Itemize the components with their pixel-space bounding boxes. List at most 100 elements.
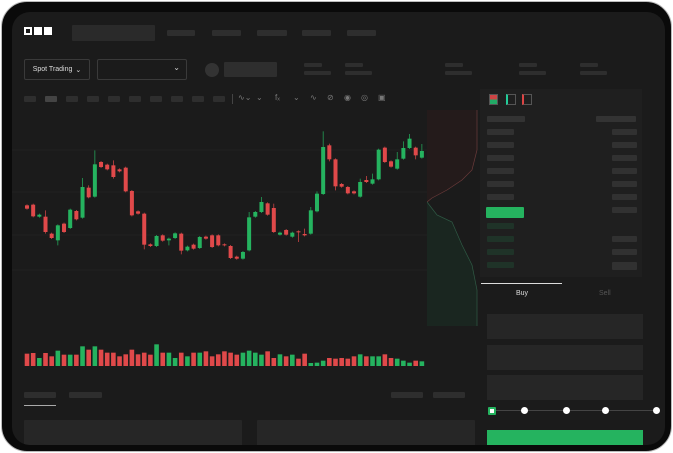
tab-sell[interactable]: Sell	[599, 290, 611, 297]
fullscreen-icon[interactable]: ▣	[378, 93, 386, 102]
volume-bar	[351, 356, 357, 366]
candle-body	[80, 187, 85, 218]
nav-item[interactable]	[302, 30, 331, 36]
volume-bar	[345, 358, 351, 366]
nav-item[interactable]	[347, 30, 376, 36]
line-tool-icon[interactable]: ∿	[310, 93, 317, 102]
search-bar[interactable]	[72, 25, 155, 41]
volume-bar	[135, 354, 141, 366]
buy-button[interactable]	[487, 430, 643, 445]
bid-amount	[612, 236, 637, 242]
slider-handle[interactable]	[488, 407, 496, 415]
orderbook-both-icon[interactable]	[489, 94, 498, 105]
timeframe-button[interactable]	[171, 96, 183, 102]
chevron-down-icon: ⌄	[173, 63, 180, 72]
stat-label	[519, 63, 537, 67]
tab-order-history[interactable]	[69, 392, 102, 398]
timeframe-button[interactable]	[192, 96, 204, 102]
candle-body	[290, 232, 295, 237]
candle-body	[142, 213, 147, 245]
bid-amount	[612, 264, 637, 270]
buy-tab-underline	[481, 283, 562, 284]
bid-price	[487, 236, 514, 242]
volume-bar	[246, 350, 252, 366]
candle-body	[129, 191, 134, 216]
candle-body	[240, 252, 245, 259]
settings-icon[interactable]: ◎	[361, 93, 368, 102]
candle-body	[395, 159, 400, 169]
timeframe-button[interactable]	[66, 96, 78, 102]
volume-bar	[104, 352, 110, 366]
candle-body	[296, 231, 301, 233]
candle-body	[364, 180, 369, 182]
slider-stop-25[interactable]	[521, 407, 528, 414]
candle-body	[154, 236, 159, 246]
camera-icon[interactable]: ◉	[344, 93, 351, 102]
ask-price	[487, 142, 514, 148]
orderbook-asks-icon[interactable]	[522, 94, 532, 105]
nav-item[interactable]	[167, 30, 195, 36]
volume-bar	[327, 358, 332, 366]
spot-trading-button[interactable]: Spot Trading ⌄	[24, 59, 90, 80]
volume-bar	[30, 353, 36, 366]
pencil-icon[interactable]: ⊘	[327, 93, 334, 102]
volume-bar	[333, 358, 338, 366]
volume-bar	[43, 353, 48, 366]
indicator-icon[interactable]: ⌄	[256, 93, 263, 102]
candlestick-chart[interactable]	[12, 12, 432, 382]
candle-type-icon[interactable]: ∿⌄	[238, 93, 252, 102]
candle-body	[216, 235, 221, 246]
amount-input[interactable]	[487, 345, 643, 370]
slider-stop-75[interactable]	[602, 407, 609, 414]
candle-body	[166, 238, 171, 241]
candle-body	[389, 161, 394, 167]
candle-body	[136, 211, 141, 214]
nav-item[interactable]	[212, 30, 241, 36]
candle-body	[247, 217, 252, 251]
price-input[interactable]	[487, 314, 643, 339]
ask-amount	[612, 129, 637, 135]
volume-bar	[394, 358, 400, 366]
volume-bar	[117, 356, 122, 366]
timeframe-button[interactable]	[213, 96, 225, 102]
timeframe-button[interactable]	[108, 96, 120, 102]
candle-body	[185, 246, 190, 251]
volume-bar	[290, 354, 295, 366]
coin-icon	[205, 63, 219, 77]
timeframe-button[interactable]	[24, 96, 36, 102]
fx-icon[interactable]: fₓ	[275, 93, 280, 102]
chevron-down-icon: ⌄	[75, 66, 82, 74]
bid-price	[487, 262, 514, 268]
candle-body	[339, 184, 344, 187]
volume-bar	[364, 356, 369, 366]
ask-price	[487, 181, 514, 187]
volume-bar	[357, 354, 363, 366]
timeframe-button[interactable]	[87, 96, 99, 102]
chevron-down-icon[interactable]: ⌄	[293, 93, 300, 102]
candle-body	[99, 162, 104, 167]
okx-logo[interactable]	[24, 27, 52, 35]
ask-price	[487, 194, 514, 200]
nav-item[interactable]	[257, 30, 287, 36]
volume-bar	[74, 354, 79, 366]
candle-body	[123, 167, 128, 192]
filter-button[interactable]	[433, 392, 465, 398]
orderbook-bids-icon[interactable]	[506, 94, 516, 105]
candle-body	[111, 165, 116, 177]
total-input[interactable]	[487, 375, 643, 400]
ask-price	[487, 168, 514, 174]
timeframe-button[interactable]	[150, 96, 162, 102]
timeframe-button[interactable]	[129, 96, 141, 102]
tab-open-orders[interactable]	[24, 392, 56, 398]
slider-stop-100[interactable]	[653, 407, 660, 414]
leverage-slider[interactable]	[492, 410, 658, 411]
pair-selector[interactable]: ⌄	[97, 59, 187, 80]
filter-button[interactable]	[391, 392, 423, 398]
volume-bar	[314, 362, 320, 366]
tab-buy[interactable]: Buy	[516, 290, 529, 297]
timeframe-button[interactable]	[45, 96, 57, 102]
slider-stop-50[interactable]	[563, 407, 570, 414]
volume-bar	[191, 352, 196, 366]
bid-amount	[612, 249, 637, 255]
